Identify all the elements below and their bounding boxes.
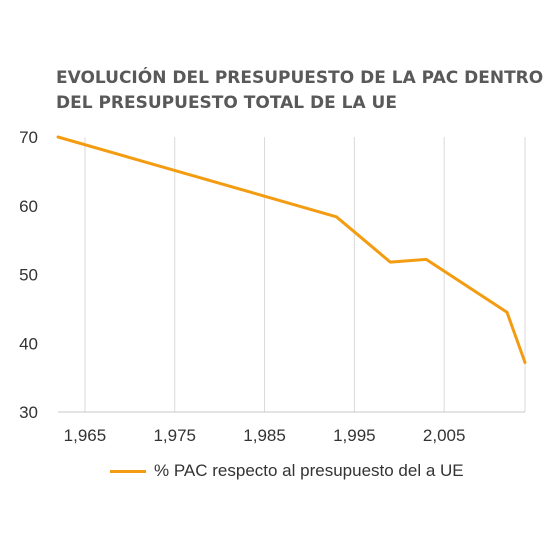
x-tick-label-3: 1,995 bbox=[333, 426, 376, 445]
grid-lines bbox=[84, 137, 526, 412]
y-tick-label-1: 40 bbox=[19, 334, 38, 353]
series-layer bbox=[56, 135, 527, 364]
chart-title-line-2: DEL PRESUPUESTO TOTAL DE LA UE bbox=[56, 93, 397, 113]
y-tick-label-0: 30 bbox=[19, 403, 38, 422]
x-tick-label-4: 2,005 bbox=[423, 426, 466, 445]
chart-title: EVOLUCIÓN DEL PRESUPUESTO DE LA PAC DENT… bbox=[56, 66, 546, 116]
y-tick-label-3: 60 bbox=[19, 197, 38, 216]
x-tick-label-0: 1,965 bbox=[64, 426, 107, 445]
y-tick-labels: 30 40 50 60 70 bbox=[19, 128, 38, 422]
legend-swatch bbox=[110, 469, 146, 473]
x-tick-label-1: 1,975 bbox=[153, 426, 196, 445]
series-line-0 bbox=[56, 135, 527, 364]
x-tick-label-2: 1,985 bbox=[243, 426, 286, 445]
chart-title-line-1: EVOLUCIÓN DEL PRESUPUESTO DE LA PAC DENT… bbox=[56, 68, 544, 88]
legend-label: % PAC respecto al presupuesto del a UE bbox=[154, 461, 464, 480]
legend: % PAC respecto al presupuesto del a UE bbox=[110, 460, 464, 482]
x-tick-labels: 1,965 1,975 1,985 1,995 2,005 bbox=[64, 426, 466, 445]
y-tick-label-4: 70 bbox=[19, 128, 38, 147]
y-tick-label-2: 50 bbox=[19, 266, 38, 285]
